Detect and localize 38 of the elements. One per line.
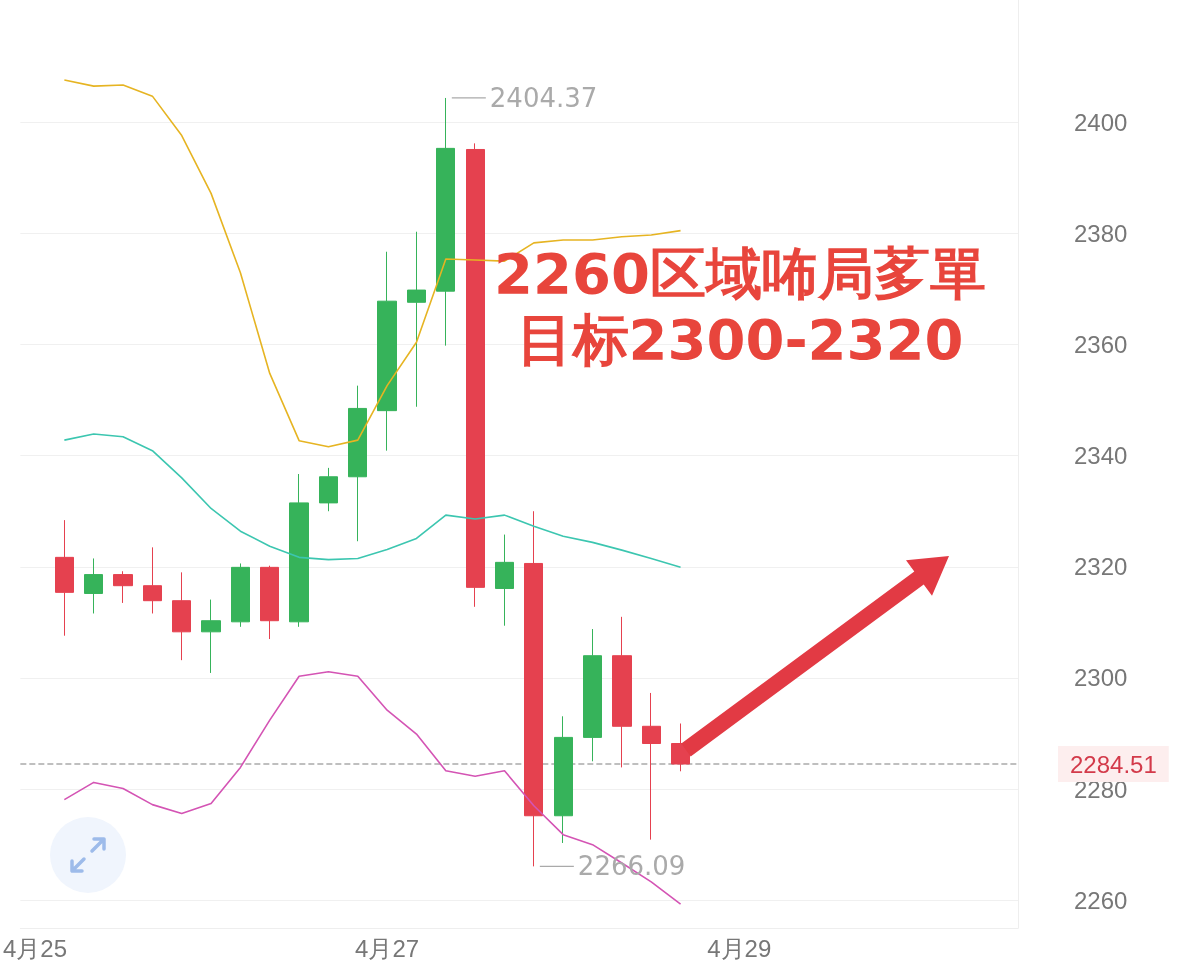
y-tick-label: 2340	[1074, 442, 1128, 470]
candlestick	[495, 534, 514, 627]
y-tick-label: 2300	[1074, 664, 1128, 692]
candlestick	[612, 616, 632, 768]
x-tick-label: 4月27	[355, 934, 420, 962]
candlestick	[436, 97, 455, 347]
candlestick	[642, 692, 661, 841]
y-tick-label: 2380	[1074, 219, 1128, 247]
candlestick	[319, 467, 338, 512]
annotation: 2260区域咘局茤單	[494, 241, 986, 306]
candlestick	[524, 510, 543, 867]
y-tick-label: 2260	[1074, 886, 1128, 914]
candlestick	[554, 715, 573, 844]
candlestick	[289, 473, 309, 628]
x-tick-label: 4月25	[2, 934, 68, 962]
candlestick	[231, 562, 250, 628]
candlestick	[348, 385, 367, 542]
candlestick	[260, 565, 279, 640]
annotation: 目标2300-2320	[516, 307, 964, 372]
candlestick	[55, 519, 74, 637]
candlestick	[466, 142, 485, 608]
y-tick-label: 2360	[1074, 331, 1128, 359]
line-series	[63, 433, 682, 569]
candlestick	[143, 546, 162, 614]
candlestick	[671, 723, 690, 772]
candlestick	[377, 251, 397, 452]
line-series	[63, 671, 682, 905]
candlestick	[113, 570, 133, 604]
candlestick	[84, 557, 103, 614]
candlestick	[201, 599, 221, 674]
y-tick-label: 2320	[1074, 553, 1128, 581]
ref-line-label: 2284.51	[1070, 750, 1157, 778]
y-tick-label: 2400	[1074, 108, 1128, 136]
candlestick	[407, 231, 426, 408]
annotation: 2404.37	[489, 82, 598, 113]
candlestick	[583, 628, 602, 762]
x-tick-label: 4月29	[707, 934, 772, 962]
candlestick	[172, 571, 191, 661]
